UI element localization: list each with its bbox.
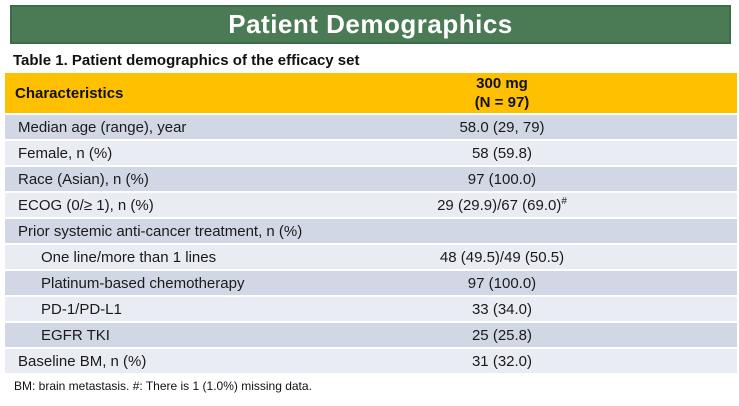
table-row: One line/more than 1 lines 48 (49.5)/49 … (5, 243, 737, 269)
row-label: Female, n (%) (18, 144, 113, 162)
table-row: PD-1/PD-L1 33 (34.0) (5, 295, 737, 321)
table-row: Baseline BM, n (%) 31 (32.0) (5, 347, 737, 373)
slide-title-banner: Patient Demographics (10, 5, 731, 44)
row-value: 31 (32.0) (471, 353, 533, 370)
row-value: 97 (100.0) (467, 275, 537, 292)
table-row: ECOG (0/≥ 1), n (%) 29 (29.9)/67 (69.0)# (5, 191, 737, 217)
row-superscript: # (561, 196, 567, 207)
row-label: Platinum-based chemotherapy (41, 274, 245, 292)
table-row: EGFR TKI 25 (25.8) (5, 321, 737, 347)
row-label: Prior systemic anti-cancer treatment, n … (18, 222, 303, 240)
table-row: Median age (range), year 58.0 (29, 79) (5, 113, 737, 139)
row-value: 33 (34.0) (471, 301, 533, 318)
row-label: One line/more than 1 lines (41, 248, 217, 266)
header-characteristics: Characteristics (15, 84, 124, 102)
header-dose-line2: (N = 97) (474, 94, 530, 111)
row-value: 48 (49.5)/49 (50.5) (439, 249, 565, 266)
table-row: Race (Asian), n (%) 97 (100.0) (5, 165, 737, 191)
row-label: ECOG (0/≥ 1), n (%) (18, 196, 154, 214)
table-header-row: Characteristics 300 mg (N = 97) (5, 73, 737, 113)
row-label: Race (Asian), n (%) (18, 170, 149, 188)
table-row: Prior systemic anti-cancer treatment, n … (5, 217, 737, 243)
table-row: Female, n (%) 58 (59.8) (5, 139, 737, 165)
table-footnote: BM: brain metastasis. #: There is 1 (1.0… (14, 379, 312, 393)
row-label: Baseline BM, n (%) (18, 352, 147, 370)
row-label: Median age (range), year (18, 118, 187, 136)
table-caption: Table 1. Patient demographics of the eff… (13, 52, 360, 69)
row-value: 58.0 (29, 79) (459, 119, 545, 136)
row-value: 25 (25.8) (471, 327, 533, 344)
row-value: 97 (100.0) (467, 171, 537, 188)
demographics-table: Characteristics 300 mg (N = 97) Median a… (5, 73, 737, 373)
table-body: Median age (range), year 58.0 (29, 79) F… (5, 113, 737, 373)
table-row: Platinum-based chemotherapy 97 (100.0) (5, 269, 737, 295)
header-dose-column: 300 mg (N = 97) (267, 74, 737, 112)
row-label: EGFR TKI (41, 326, 110, 344)
row-label: PD-1/PD-L1 (41, 300, 122, 318)
slide-title: Patient Demographics (228, 9, 513, 39)
row-value: 58 (59.8) (471, 145, 533, 162)
row-value: 29 (29.9)/67 (69.0)# (437, 196, 567, 214)
header-dose-line1: 300 mg (476, 75, 528, 92)
